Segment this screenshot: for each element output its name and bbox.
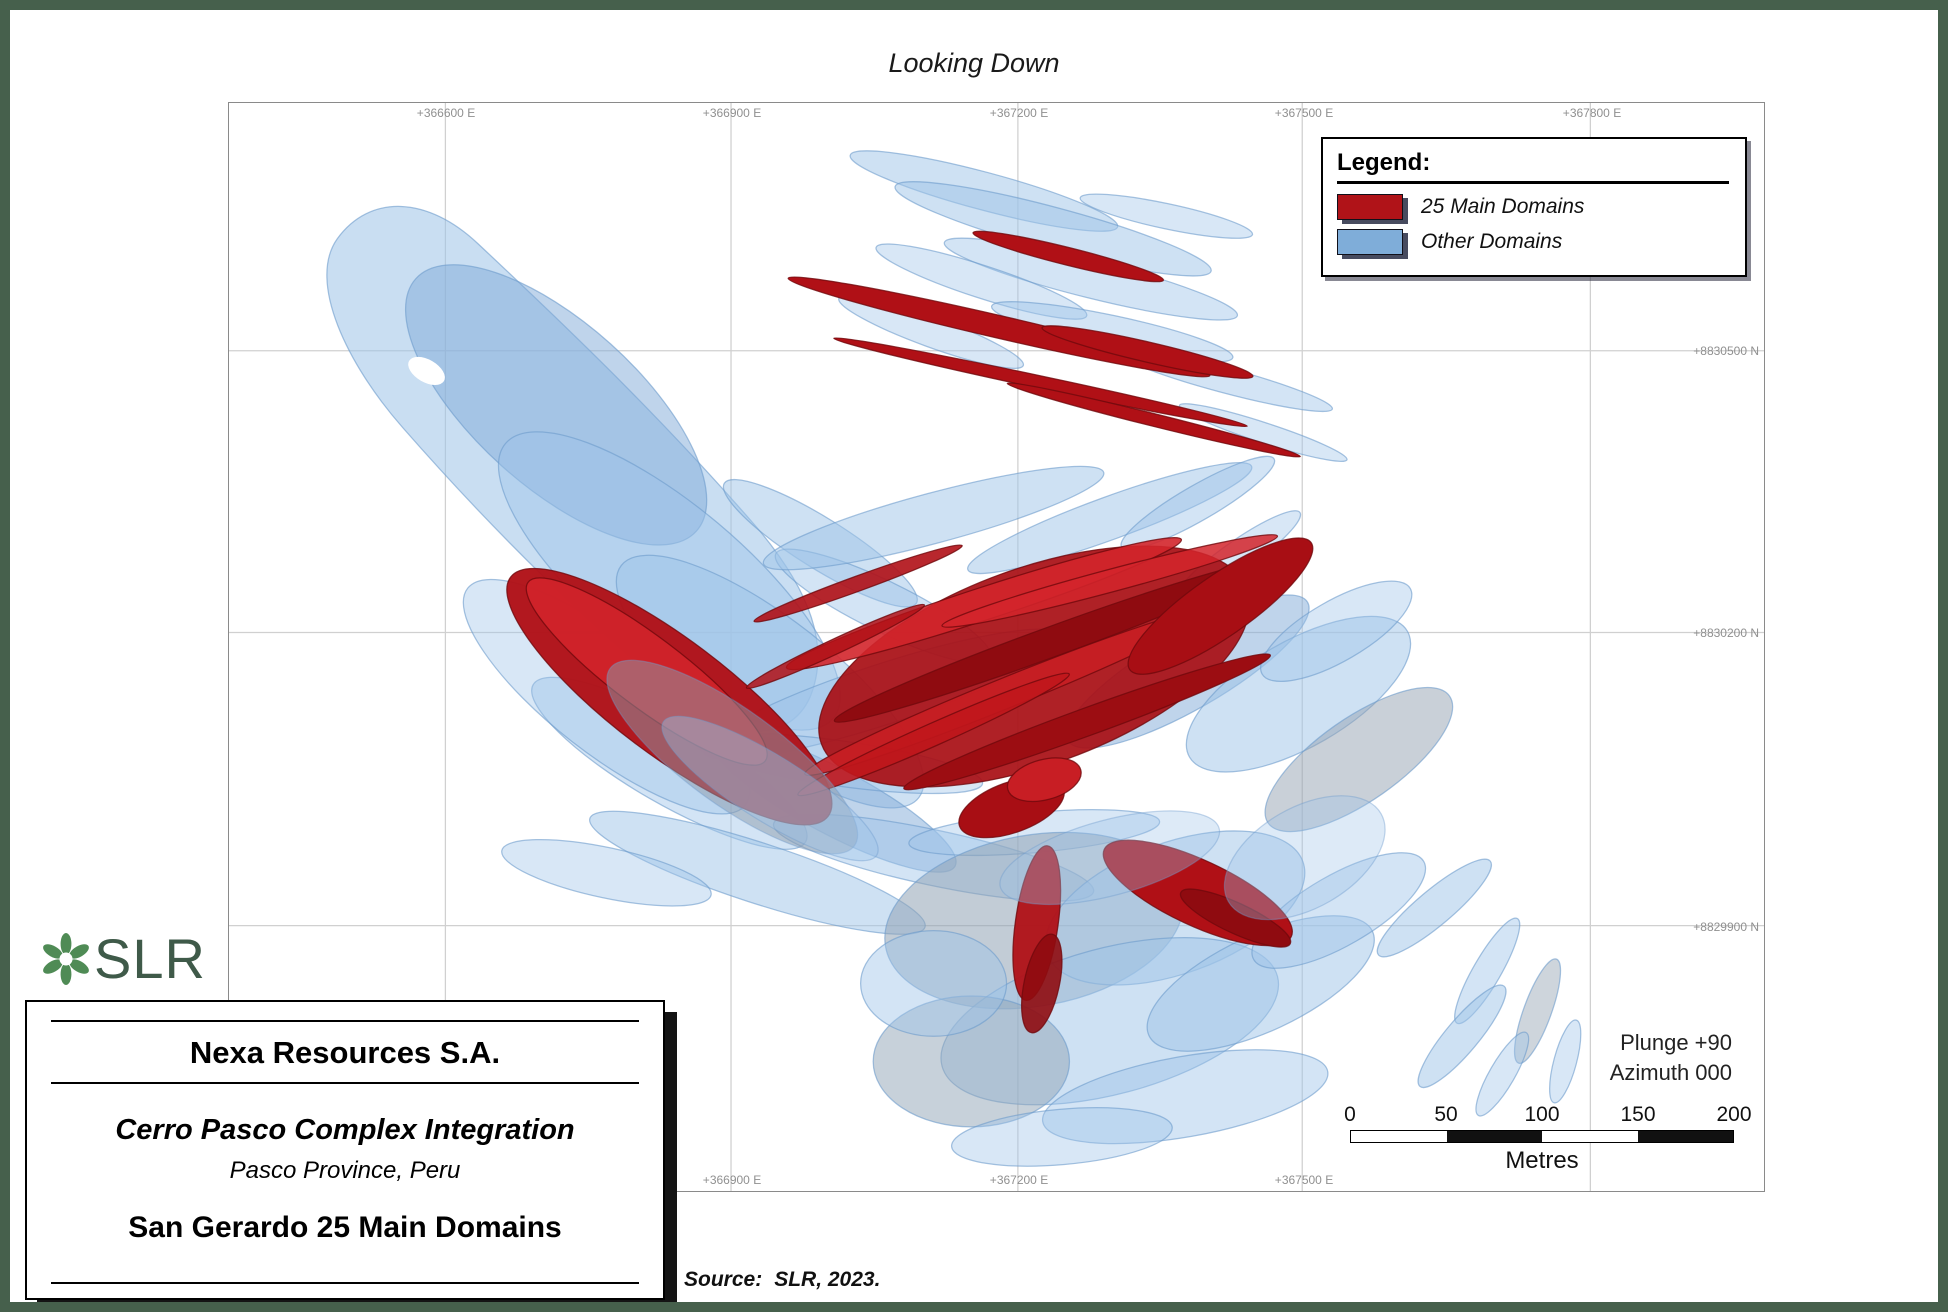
- easting-label: +367200 E: [989, 106, 1049, 120]
- slr-logo-text: SLR: [94, 927, 206, 990]
- company-name: Nexa Resources S.A.: [189, 1035, 501, 1070]
- northing-label: +8829900 N: [1693, 920, 1759, 934]
- source-note: Source: SLR, 2023.: [684, 1268, 880, 1292]
- easting-label: +366600 E: [416, 106, 476, 120]
- view-orientation: Plunge +90 Azimuth 000: [1610, 1028, 1732, 1088]
- easting-label: +366900 E: [702, 1173, 762, 1187]
- easting-label: +366900 E: [702, 106, 762, 120]
- easting-label: +367500 E: [1274, 106, 1334, 120]
- scale-tick: 200: [1716, 1103, 1752, 1126]
- legend-item-label: 25 Main Domains: [1421, 195, 1585, 218]
- scale-tick: 100: [1524, 1103, 1560, 1126]
- easting-label: +367200 E: [989, 1173, 1049, 1187]
- scale-tick: 0: [1344, 1103, 1356, 1126]
- scale-unit-label: Metres: [1505, 1147, 1579, 1174]
- plunge-label: Plunge +90: [1620, 1030, 1732, 1055]
- main-domains-shapes: [506, 230, 1314, 1034]
- slr-logo: SLR: [40, 926, 206, 991]
- legend-item-main-domains: 25 Main Domains: [1337, 194, 1729, 220]
- northing-label: +8830200 N: [1693, 626, 1759, 640]
- title-block-rule: [51, 1082, 639, 1084]
- domain-geometry-svg: [229, 103, 1764, 1191]
- azimuth-label: Azimuth 000: [1609, 1060, 1732, 1085]
- easting-label: +367500 E: [1274, 1173, 1334, 1187]
- slr-logo-icon: [43, 932, 89, 985]
- project-name: Cerro Pasco Complex Integration: [115, 1114, 575, 1146]
- title-block-rule: [51, 1282, 639, 1284]
- legend-rule: [1337, 181, 1729, 184]
- project-location: Pasco Province, Peru: [229, 1157, 461, 1184]
- main-domains-swatch: [1337, 194, 1403, 220]
- scale-bar-ticks: 0 50 100 150 200: [1344, 1103, 1751, 1127]
- scale-tick: 150: [1620, 1103, 1656, 1126]
- figure-title: San Gerardo 25 Main Domains: [128, 1211, 562, 1244]
- northing-label: +8830500 N: [1693, 344, 1759, 358]
- scale-tick: 50: [1434, 1103, 1458, 1126]
- view-title: Looking Down: [888, 48, 1060, 78]
- scale-bar-graphic: [1350, 1130, 1734, 1143]
- source-prefix: Source:: [684, 1268, 763, 1291]
- legend-item-other-domains: Other Domains: [1337, 229, 1729, 255]
- map-area: +366600 E +366900 E +367200 E +367500 E …: [228, 102, 1765, 1192]
- title-block: Nexa Resources S.A. Cerro Pasco Complex …: [25, 1000, 665, 1300]
- other-domains-swatch: [1337, 229, 1403, 255]
- legend-title: Legend:: [1337, 149, 1431, 176]
- source-text: SLR, 2023.: [774, 1268, 881, 1291]
- scale-bar: 0 50 100 150 200 Metres: [1344, 1103, 1751, 1183]
- legend-box: Legend: 25 Main Domains Other Domains: [1321, 137, 1747, 277]
- legend-item-label: Other Domains: [1421, 230, 1563, 253]
- other-domains-overlay-shapes: [606, 659, 1386, 921]
- title-block-rule: [51, 1020, 639, 1022]
- easting-label: +367800 E: [1562, 106, 1622, 120]
